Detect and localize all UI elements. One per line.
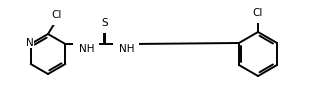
Text: S: S [101,18,108,28]
Text: NH: NH [79,44,94,54]
Text: NH: NH [119,44,134,54]
Text: N: N [26,38,34,48]
Text: Cl: Cl [253,8,263,18]
Text: Cl: Cl [52,10,62,20]
